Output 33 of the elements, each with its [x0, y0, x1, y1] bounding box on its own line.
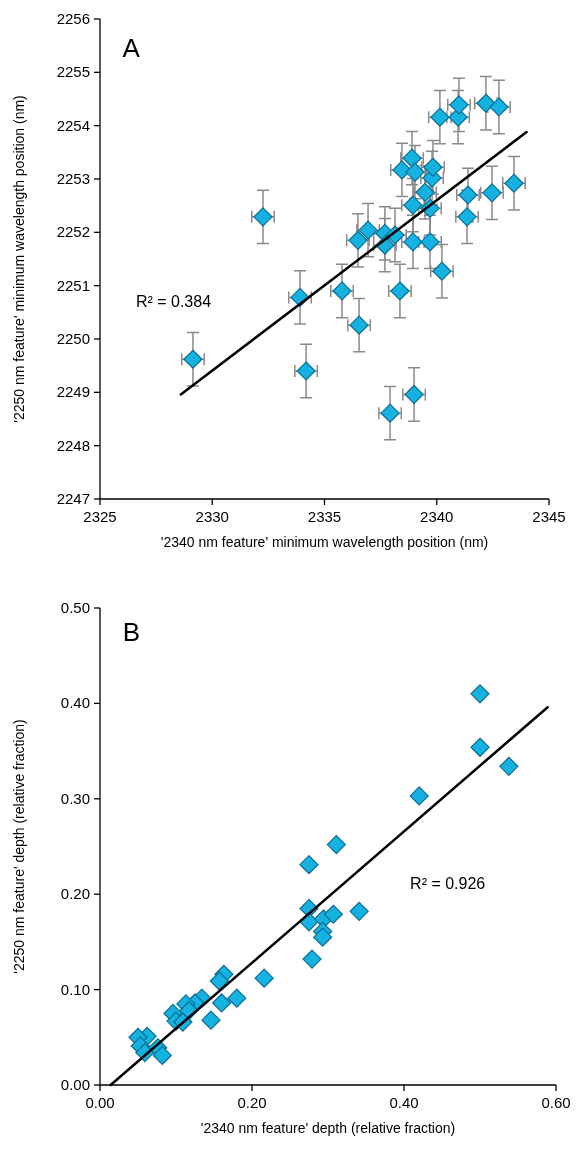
y-tick-label: 2254 — [56, 116, 90, 134]
y-tick-label: 0.00 — [60, 1076, 90, 1093]
y-tick-label: 0.40 — [60, 694, 90, 712]
y-tick-label: 0.20 — [60, 885, 90, 903]
x-axis-title: '2340 nm feature' depth (relative fraction) — [200, 1120, 456, 1136]
y-axis-title: '2250 nm feature' minimum wavelength position (nm) — [11, 95, 27, 423]
y-axis-title: '2250 nm feature' depth (relative fraction) — [11, 719, 27, 974]
x-tick-label: 0.00 — [85, 1094, 115, 1111]
y-tick-label: 0.30 — [60, 789, 90, 807]
x-axis-title: '2340 nm feature' minimum wavelength position (nm) — [160, 534, 489, 550]
x-tick-label: 2325 — [83, 508, 117, 525]
y-tick-label: 0.10 — [60, 980, 90, 998]
y-tick-label: 2249 — [56, 383, 90, 401]
x-tick-label: 2335 — [307, 508, 342, 525]
y-tick-label: 2256 — [56, 10, 90, 27]
x-tick-label: 0.40 — [389, 1094, 419, 1111]
x-tick-label: 0.60 — [541, 1094, 571, 1111]
x-tick-label: 2345 — [532, 508, 566, 525]
y-tick-label: 0.50 — [60, 599, 90, 616]
y-tick-label: 2251 — [56, 276, 90, 294]
y-tick-label: 2253 — [56, 170, 90, 187]
y-tick-label: 2250 — [56, 330, 90, 347]
text: A — [122, 33, 141, 64]
annotation: R² = 0.926 — [410, 875, 486, 893]
y-tick-label: 2247 — [56, 490, 90, 507]
y-tick-label: 2255 — [56, 63, 90, 81]
x-tick-label: 2340 — [420, 508, 454, 525]
chart-title: B — [122, 617, 141, 648]
x-tick-label: 0.20 — [237, 1094, 267, 1111]
y-tick-label: 2248 — [56, 436, 90, 454]
y-tick-label: 2252 — [56, 223, 90, 241]
x-tick-label: 2330 — [195, 508, 229, 525]
annotation: R² = 0.384 — [135, 293, 212, 310]
